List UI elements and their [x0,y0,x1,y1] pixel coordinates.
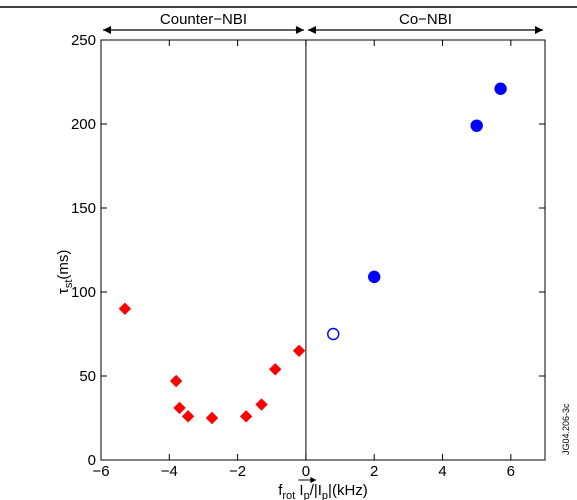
y-tick-label: 200 [71,116,96,133]
y-tick-label: 0 [88,452,96,469]
y-axis-label-text: τst(ms) [55,250,75,295]
data-point-diamond [268,363,282,376]
plot-frame [100,39,546,461]
side-text: JG04.206-3c [561,403,571,455]
x-axis-label: frot Ip/|Ip|(kHz) [278,477,368,500]
data-point-circle [470,119,483,132]
y-tick-label: 150 [71,200,96,217]
label-part: p [304,490,310,500]
y-tick-label: 250 [71,32,96,49]
vector-arrow-head [310,477,317,483]
region-arrow-head-left [307,26,316,34]
label-part: rot [282,490,295,500]
x-tick-label: 2 [370,463,378,480]
label-part: p [322,490,328,500]
x-tick-label: 4 [438,463,446,480]
label-part: /|I [310,482,322,499]
label-part: I [299,482,303,499]
label-part: st [63,280,75,289]
region-arrow-head-left [103,26,111,34]
y-tick-label: 100 [71,284,96,301]
region-arrow-head-right [535,26,543,34]
data-point-circle [494,82,507,95]
x-tick-label: −4 [161,463,178,480]
x-tick-label: 0 [302,463,310,480]
label-part: (ms) [55,250,72,280]
data-point-diamond [255,398,268,411]
data-point-diamond [169,374,183,388]
data-point-diamond [181,410,195,423]
x-axis-label-text: frot Ip/|Ip|(kHz) [278,482,368,500]
x-tick-label: −6 [92,463,109,480]
y-tick-label: 50 [79,368,96,385]
axis-ticks: −6 −4 −2 0 2 4 6 0 50 100 150 200 250 [71,32,545,480]
y-axis-label: τst(ms) [55,250,75,295]
data-point-open-circle [327,327,340,341]
data-point-circle [368,270,381,284]
region-label: Counter−NBI [160,11,247,28]
region-label: Co−NBI [399,11,452,28]
data-point-diamond [292,344,306,358]
data-point-diamond [118,302,132,316]
x-tick-label: 6 [507,463,515,480]
label-part: τ [55,288,72,294]
label-part: f [278,482,283,499]
data-point-diamond [239,410,253,423]
data-point-diamond [205,411,219,425]
data-point-diamond [173,401,186,415]
x-tick-label: −2 [229,463,246,480]
region-arrows: Counter−NBI Co−NBI [103,11,543,34]
label-part: |(kHz) [328,482,368,499]
region-arrow-head-right [295,26,304,34]
data-points [118,82,507,425]
